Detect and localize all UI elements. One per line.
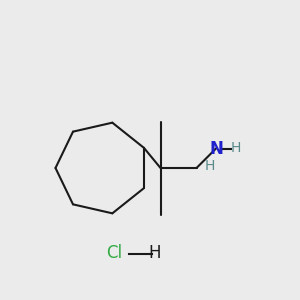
Text: H: H <box>230 142 241 155</box>
Text: N: N <box>209 140 223 158</box>
Text: H: H <box>204 160 214 173</box>
Text: Cl: Cl <box>106 244 122 262</box>
Text: H: H <box>148 244 161 262</box>
